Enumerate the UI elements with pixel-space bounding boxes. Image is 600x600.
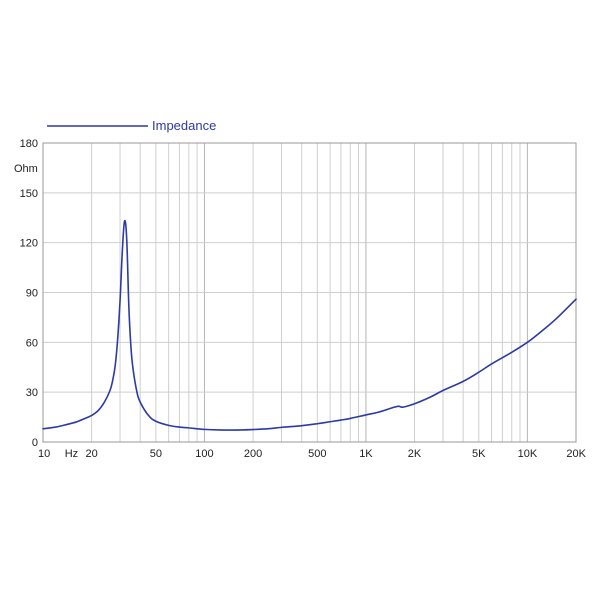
x-tick-label: 500 <box>308 448 326 460</box>
legend: Impedance <box>47 118 216 133</box>
y-tick-label: 0 <box>32 437 38 449</box>
y-axis-label: Ohm <box>14 163 38 175</box>
y-tick-label: 30 <box>26 387 38 399</box>
y-tick-label: 90 <box>26 288 38 300</box>
x-tick-label: 10 <box>38 448 50 460</box>
y-tick-label: 60 <box>26 337 38 349</box>
x-tick-label: 20K <box>566 448 586 460</box>
plot-frame <box>42 142 577 443</box>
x-tick-label: 20 <box>85 448 97 460</box>
x-tick-labels: 10 Hz 20 50 100 200 500 1K 2K 5K 10K 20K <box>38 448 587 460</box>
x-tick-label: 50 <box>150 448 162 460</box>
y-tick-label: 120 <box>20 238 38 250</box>
x-tick-label: 100 <box>195 448 213 460</box>
y-tick-labels: 0 30 60 90 120 150 180 <box>20 138 38 449</box>
x-tick-label: 1K <box>359 448 373 460</box>
y-tick-label: 150 <box>20 188 38 200</box>
x-tick-label: 200 <box>244 448 262 460</box>
x-tick-label: Hz <box>65 448 78 460</box>
y-tick-label: 180 <box>20 138 38 150</box>
horizontal-gridlines <box>43 192 576 393</box>
x-tick-label: 5K <box>472 448 486 460</box>
x-tick-label: 10K <box>518 448 538 460</box>
legend-label-impedance: Impedance <box>152 118 216 133</box>
impedance-series-line <box>42 219 577 431</box>
x-tick-label: 2K <box>408 448 422 460</box>
